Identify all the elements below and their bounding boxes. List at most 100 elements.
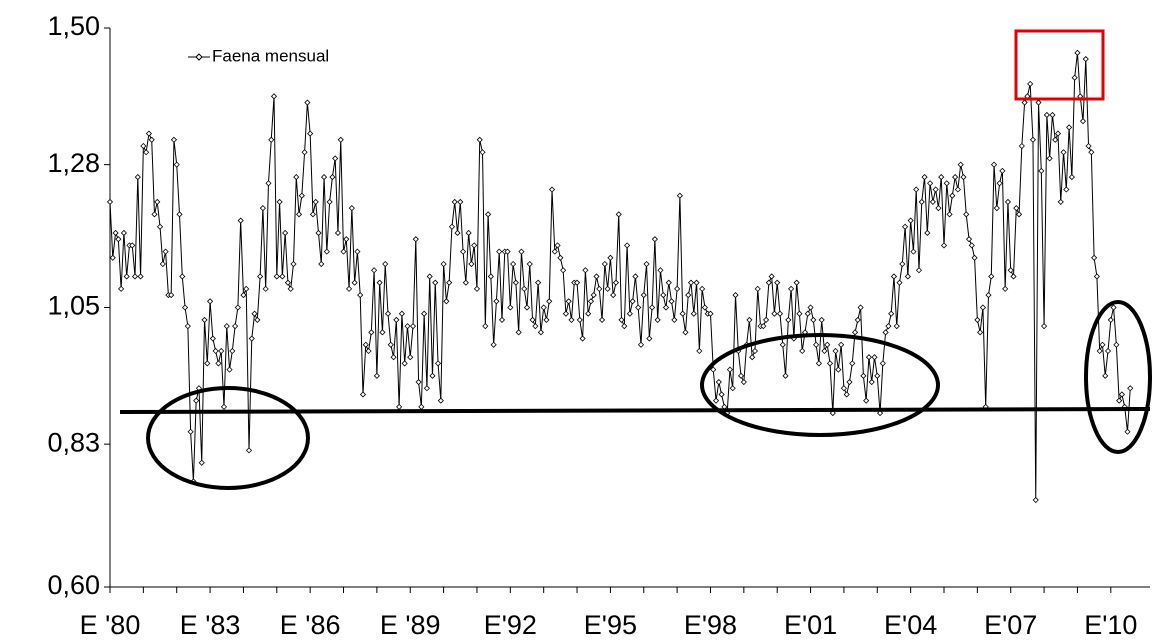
point-marker	[554, 242, 561, 249]
point-marker	[120, 229, 127, 237]
point-marker	[932, 186, 939, 193]
x-tick-label: E '83	[180, 610, 241, 640]
point-marker	[143, 149, 150, 156]
point-marker	[515, 329, 522, 336]
point-marker	[946, 211, 953, 218]
point-marker	[512, 279, 519, 286]
point-marker	[902, 223, 909, 230]
point-marker	[1049, 111, 1056, 119]
point-marker	[518, 248, 525, 255]
point-marker	[106, 198, 114, 205]
point-marker	[529, 316, 536, 323]
point-marker	[262, 285, 269, 292]
point-marker	[888, 310, 895, 317]
point-marker	[760, 323, 767, 330]
point-marker	[846, 378, 853, 386]
point-marker	[212, 347, 219, 355]
point-marker	[682, 329, 689, 336]
point-marker	[451, 198, 458, 205]
point-marker	[810, 316, 817, 323]
point-marker	[207, 298, 214, 305]
point-marker	[548, 186, 556, 193]
point-marker	[924, 229, 931, 237]
point-marker	[771, 310, 778, 317]
point-marker	[498, 316, 506, 323]
point-marker	[879, 360, 886, 367]
point-marker	[532, 323, 539, 330]
point-marker	[621, 323, 628, 330]
x-tick-label: E'10	[1084, 610, 1137, 640]
point-marker	[774, 279, 781, 286]
y-tick-label: 1,05	[47, 291, 100, 321]
point-marker	[479, 149, 486, 156]
x-tick-label: E '80	[80, 610, 141, 640]
point-marker	[585, 310, 592, 317]
point-marker	[145, 130, 152, 137]
point-marker	[874, 372, 881, 379]
point-marker	[523, 304, 531, 311]
point-marker	[607, 254, 614, 261]
point-marker	[799, 347, 806, 355]
point-marker	[927, 180, 934, 187]
point-marker	[454, 229, 461, 237]
point-marker	[904, 273, 911, 280]
point-marker	[921, 174, 928, 181]
point-marker	[974, 316, 981, 323]
point-marker	[1116, 397, 1123, 404]
point-marker	[362, 341, 369, 348]
point-marker	[496, 248, 503, 255]
point-marker	[985, 292, 992, 299]
point-marker	[679, 310, 686, 317]
point-marker	[340, 248, 347, 255]
point-marker	[838, 341, 845, 348]
point-marker	[649, 304, 656, 311]
point-marker	[1124, 428, 1131, 435]
point-marker	[1107, 316, 1114, 323]
point-marker	[971, 254, 978, 261]
x-tick-label: E'07	[984, 610, 1037, 640]
point-marker	[840, 385, 847, 392]
point-marker	[468, 260, 475, 268]
point-marker	[329, 174, 336, 181]
point-marker	[854, 316, 861, 323]
point-marker	[162, 248, 169, 255]
point-marker	[863, 397, 870, 404]
point-marker	[826, 360, 834, 367]
point-marker	[696, 347, 703, 355]
point-marker	[979, 304, 986, 311]
point-marker	[740, 378, 747, 386]
point-marker	[540, 304, 547, 311]
point-marker	[156, 223, 164, 230]
y-tick-label: 0,83	[47, 427, 100, 457]
legend-label: Faena mensual	[212, 46, 329, 65]
point-marker	[457, 198, 464, 205]
point-marker	[651, 236, 658, 243]
point-marker	[718, 391, 725, 398]
point-marker	[140, 142, 147, 150]
point-marker	[510, 260, 517, 268]
point-marker	[201, 316, 208, 323]
point-marker	[701, 304, 708, 311]
point-marker	[643, 260, 650, 268]
point-marker	[1068, 174, 1075, 181]
point-marker	[407, 354, 414, 361]
point-marker	[626, 310, 633, 317]
point-marker	[131, 273, 139, 280]
point-marker	[849, 360, 856, 367]
y-tick-label: 1,50	[47, 11, 100, 41]
point-marker	[218, 347, 225, 355]
point-marker	[765, 279, 772, 286]
point-marker	[465, 229, 472, 237]
point-marker	[279, 273, 286, 280]
point-marker	[415, 378, 422, 386]
point-marker	[493, 298, 500, 305]
point-marker	[693, 279, 700, 286]
point-marker	[526, 260, 533, 268]
point-marker	[707, 310, 714, 317]
point-marker	[935, 205, 942, 212]
point-marker	[521, 285, 528, 292]
point-marker	[665, 279, 672, 286]
point-marker	[646, 335, 653, 342]
point-marker	[893, 323, 900, 330]
